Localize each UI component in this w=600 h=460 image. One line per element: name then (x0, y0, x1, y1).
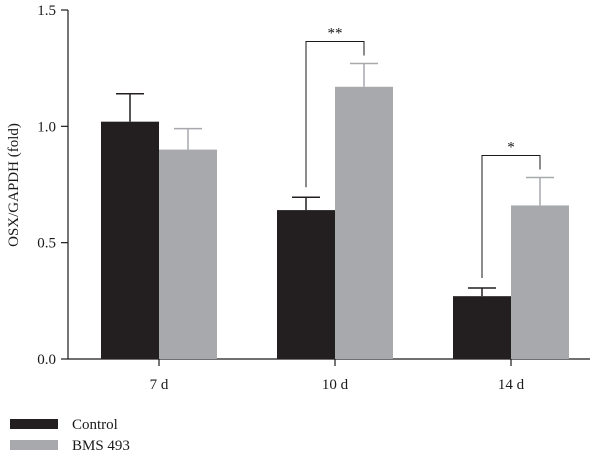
significance-label: * (507, 140, 515, 156)
legend-label: Control (72, 417, 118, 433)
error-bars (116, 62, 554, 297)
significance-label: ** (328, 26, 343, 42)
legend-swatch (10, 419, 58, 429)
y-tick-label: 0.0 (37, 352, 56, 368)
y-tick-label: 1.0 (37, 119, 56, 135)
y-axis-label: OSX/GAPDH (fold) (6, 123, 22, 247)
x-tick-label: 10 d (322, 377, 349, 393)
bar (277, 210, 335, 359)
bars (101, 86, 569, 360)
legend-label: BMS 493 (72, 438, 130, 454)
x-tick-label: 7 d (150, 377, 169, 393)
y-tick-label: 1.5 (37, 3, 56, 19)
significance-bracket (305, 41, 365, 188)
bar (159, 149, 217, 359)
bar (101, 121, 159, 360)
legend-swatch (10, 440, 58, 450)
legend: Control BMS 493 (10, 417, 130, 454)
bar (335, 86, 393, 359)
bar (453, 296, 511, 359)
x-tick-label: 14 d (498, 377, 525, 393)
significance-annotations: *** (305, 26, 541, 279)
significance-bracket (481, 155, 541, 279)
bar (511, 205, 569, 359)
y-tick-label: 0.5 (37, 236, 56, 252)
